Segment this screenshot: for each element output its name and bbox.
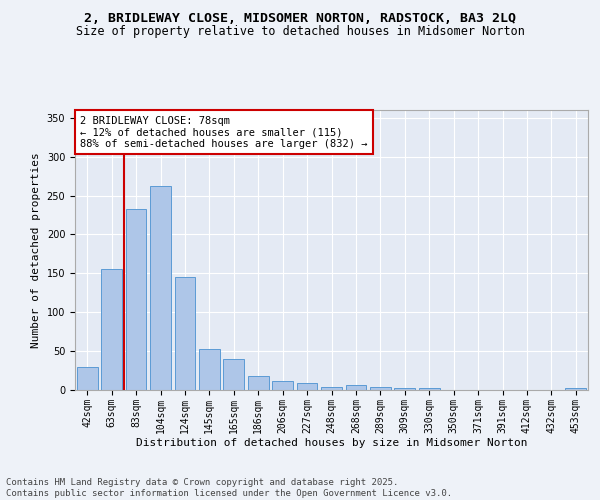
Bar — [272, 382, 293, 390]
Bar — [101, 270, 122, 390]
Bar — [565, 388, 586, 390]
Bar — [248, 376, 269, 390]
Text: Contains HM Land Registry data © Crown copyright and database right 2025.
Contai: Contains HM Land Registry data © Crown c… — [6, 478, 452, 498]
Bar — [346, 386, 367, 390]
Bar — [296, 383, 317, 390]
Bar — [223, 359, 244, 390]
Bar — [394, 388, 415, 390]
Bar — [321, 387, 342, 390]
Bar — [175, 277, 196, 390]
X-axis label: Distribution of detached houses by size in Midsomer Norton: Distribution of detached houses by size … — [136, 438, 527, 448]
Bar — [150, 186, 171, 390]
Bar — [419, 388, 440, 390]
Bar — [125, 209, 146, 390]
Bar — [77, 366, 98, 390]
Text: 2 BRIDLEWAY CLOSE: 78sqm
← 12% of detached houses are smaller (115)
88% of semi-: 2 BRIDLEWAY CLOSE: 78sqm ← 12% of detach… — [80, 116, 368, 149]
Text: Size of property relative to detached houses in Midsomer Norton: Size of property relative to detached ho… — [76, 25, 524, 38]
Bar — [370, 387, 391, 390]
Text: 2, BRIDLEWAY CLOSE, MIDSOMER NORTON, RADSTOCK, BA3 2LQ: 2, BRIDLEWAY CLOSE, MIDSOMER NORTON, RAD… — [84, 12, 516, 26]
Bar — [199, 349, 220, 390]
Y-axis label: Number of detached properties: Number of detached properties — [31, 152, 41, 348]
